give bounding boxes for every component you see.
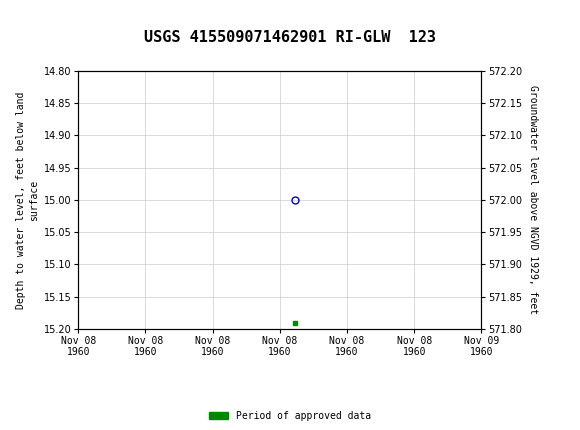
Text: ≡USGS: ≡USGS	[12, 8, 57, 22]
Legend: Period of approved data: Period of approved data	[209, 411, 371, 421]
Y-axis label: Groundwater level above NGVD 1929, feet: Groundwater level above NGVD 1929, feet	[528, 86, 538, 314]
Text: USGS 415509071462901 RI-GLW  123: USGS 415509071462901 RI-GLW 123	[144, 30, 436, 45]
Y-axis label: Depth to water level, feet below land
surface: Depth to water level, feet below land su…	[16, 91, 39, 309]
